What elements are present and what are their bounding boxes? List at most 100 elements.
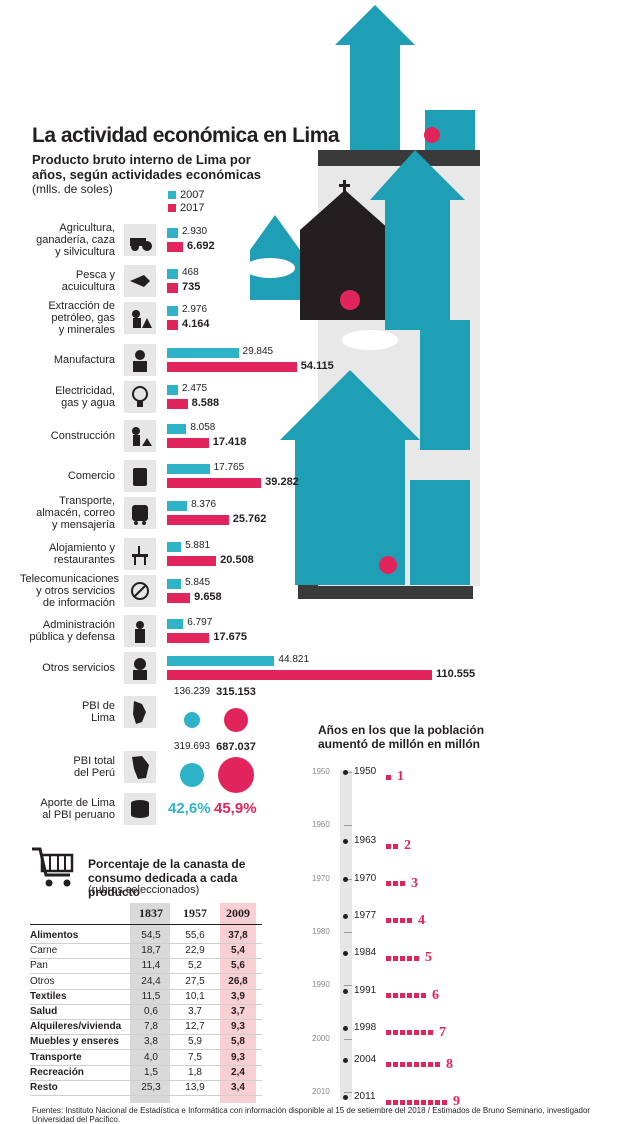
timeline-year: 2004 [352, 1053, 379, 1065]
million-square [386, 881, 391, 887]
timeline-dot [343, 1095, 348, 1101]
million-count: 1 [397, 769, 404, 784]
bubble-row-label-line: PBI de [81, 700, 115, 712]
axis-tick [344, 985, 352, 987]
population-marker: 1 [386, 769, 404, 785]
tower-b [420, 320, 470, 450]
bar-2007 [167, 464, 210, 474]
million-square [421, 993, 426, 999]
timeline-dot [343, 988, 348, 994]
city-illustration [245, 5, 480, 599]
data-label-2007: 468 [182, 267, 199, 278]
table-cell: 11,5 [141, 990, 161, 1002]
population-marker: 6 [386, 988, 439, 1004]
table-row-label: Salud [30, 1006, 58, 1017]
bubble-row-label-line: Lima [91, 712, 115, 724]
table-row-rule [30, 1079, 262, 1081]
axis-tick [344, 772, 352, 773]
timeline-dot [343, 951, 348, 957]
table-row-rule [30, 1095, 262, 1096]
table-row-rule [30, 1064, 262, 1066]
bubble-row-label: PBI de Lima [20, 700, 115, 724]
table-row-label: Pan [30, 960, 48, 972]
million-square [421, 1062, 426, 1068]
table-row-rule [30, 973, 262, 975]
activity-icon [124, 344, 156, 376]
tree-bottom [379, 556, 397, 574]
million-square [386, 1030, 391, 1036]
million-square [386, 993, 391, 999]
bar-row-label-line: y otros servicios [36, 585, 115, 597]
table-row-rule [30, 1019, 262, 1020]
table-cell: 2,4 [231, 1066, 245, 1078]
million-square [421, 1099, 426, 1105]
million-square [393, 843, 398, 849]
table-cell: 1,5 [144, 1066, 158, 1078]
bar-2007 [167, 619, 184, 629]
bubble-label-2007: 136.239 [173, 686, 211, 697]
bar-row-label-line: Electricidad, [55, 385, 115, 397]
column-header: 2009 [226, 906, 250, 920]
activity-icon [124, 652, 156, 684]
population-marker: 2 [386, 838, 411, 854]
bar-row-label: Alojamiento y restaurantes [20, 542, 115, 566]
bar-row-label-line: Extracción de [48, 300, 115, 312]
million-square [393, 918, 398, 924]
road-upper [318, 150, 480, 166]
activity-icon [124, 224, 156, 256]
million-square [386, 1099, 391, 1105]
timeline-dot [343, 1025, 348, 1031]
bar-row-label: Transporte, almacén, correo y mensajería [20, 495, 115, 531]
road-lower [298, 585, 473, 599]
bar-row-label-line: Manufactura [53, 354, 115, 366]
million-square [414, 955, 419, 961]
population-marker: 8 [386, 1057, 453, 1073]
bar-row-label-line: Alojamiento y [48, 542, 115, 554]
cloud-3 [433, 86, 477, 104]
million-square [435, 1099, 440, 1105]
million-square [400, 918, 405, 924]
table-title: Porcentaje de la canasta de consumo dedi… [88, 857, 246, 899]
data-label-2017: 25.762 [232, 513, 267, 525]
million-square [421, 1030, 426, 1036]
million-square [386, 918, 391, 924]
bar-row-label: Administración pública y defensa [20, 619, 115, 643]
data-label-2007: 2.976 [182, 304, 208, 315]
bubble-label-2017: 315.153 [216, 686, 256, 698]
axis-tick [344, 878, 352, 880]
bar-row-label-line: almacén, correo [36, 507, 115, 519]
data-label-2017: 20.508 [220, 554, 254, 566]
bubble-2007 [179, 762, 205, 788]
million-count: 5 [425, 950, 432, 966]
bar-row-label-line: Transporte, [59, 495, 115, 507]
million-count: 8 [446, 1056, 453, 1072]
axis-tick-label: 1960 [312, 820, 330, 830]
table-row-rule [30, 1003, 262, 1005]
data-label-2007: 5.845 [185, 577, 211, 588]
table-cell: 7,8 [144, 1021, 158, 1033]
table-row-label: Alimentos [30, 930, 79, 941]
data-label-2017: 9.658 [194, 591, 222, 603]
million-square [386, 774, 391, 780]
bar-2017 [167, 478, 262, 488]
bar-row-label: Otros servicios [20, 662, 115, 674]
shopping-cart-icon [32, 847, 74, 887]
legend-swatch-2017 [168, 204, 176, 212]
million-square [400, 993, 405, 999]
activity-icon [124, 497, 156, 529]
bar-2017 [167, 399, 188, 409]
timeline-year: 1984 [352, 947, 379, 959]
axis-tick-label: 1990 [312, 980, 330, 990]
million-square [393, 1099, 398, 1105]
page-subtitle: Producto bruto interno de Lima por años,… [32, 152, 262, 182]
million-square [414, 1030, 419, 1036]
data-label-2007: 44.821 [278, 654, 310, 665]
data-label-2007: 17.765 [213, 462, 245, 473]
timeline-title: Años en los que la población aumentó de … [318, 723, 485, 751]
table-cell: 9,3 [231, 1051, 245, 1063]
table-row-label: Otros [30, 975, 55, 987]
table-cell: 18,7 [141, 945, 161, 957]
table-cell: 3,4 [231, 1082, 245, 1093]
timeline-year: 2011 [352, 1091, 378, 1103]
table-cell: 5,2 [188, 960, 202, 972]
